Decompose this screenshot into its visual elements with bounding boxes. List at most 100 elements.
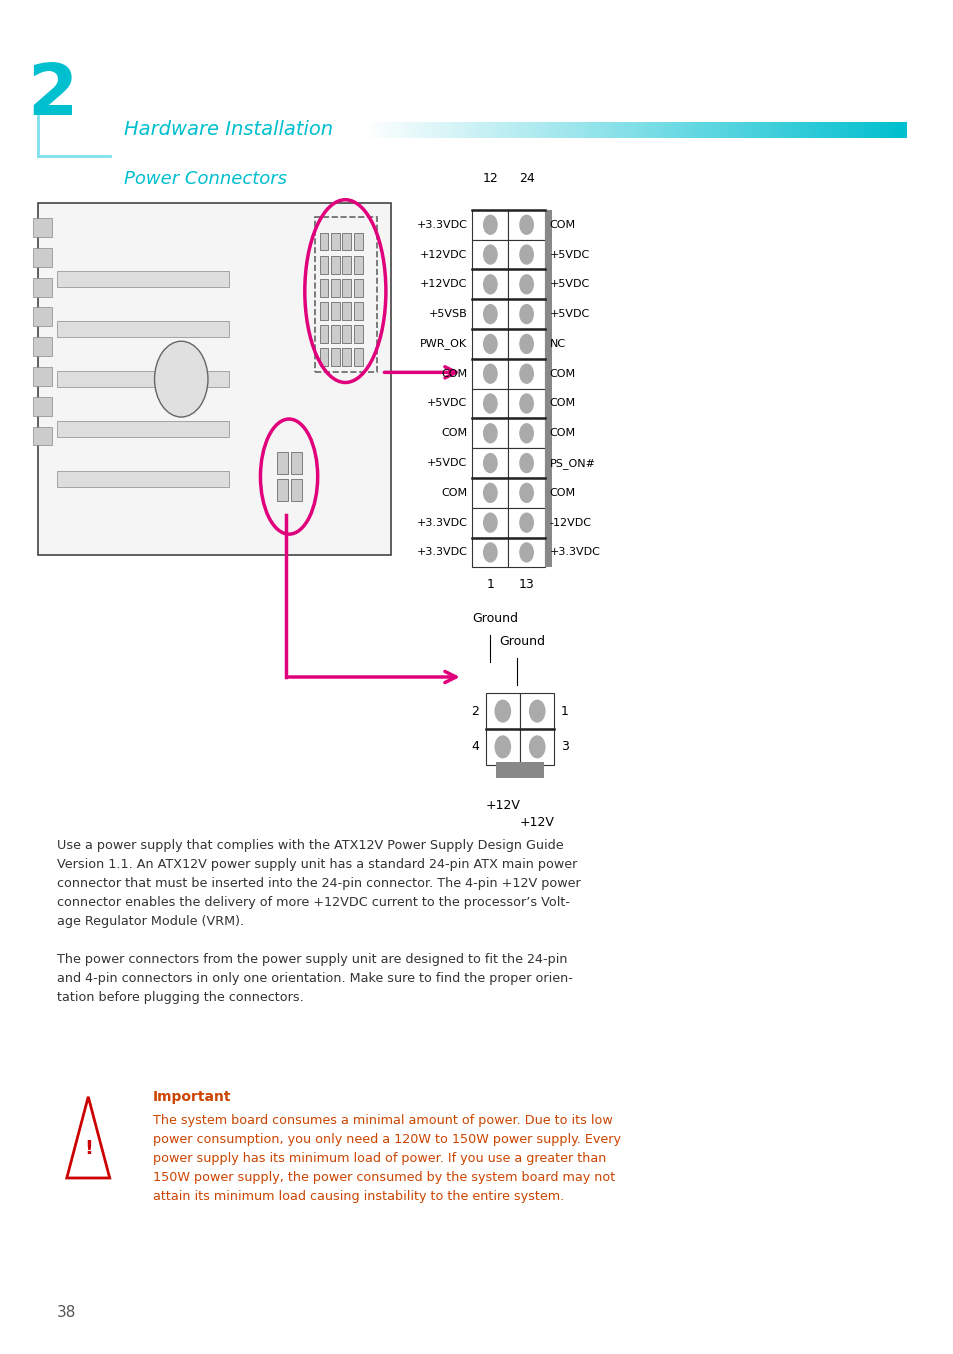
Bar [342,279,351,297]
Bar [485,728,519,765]
Text: +5VDC: +5VDC [427,458,467,468]
Bar [485,693,519,728]
Bar [544,210,552,567]
Bar [319,348,328,366]
Circle shape [483,245,497,264]
Circle shape [483,364,497,383]
Text: COM: COM [549,398,575,409]
Polygon shape [67,1097,110,1178]
Bar [319,325,328,343]
Text: 13: 13 [518,578,534,592]
Text: 38: 38 [57,1305,76,1320]
Bar [319,302,328,320]
Bar [354,348,362,366]
Bar [354,279,362,297]
Text: Important: Important [152,1090,231,1104]
Circle shape [519,245,533,264]
Bar [472,538,508,567]
Bar [33,427,52,445]
Bar [331,325,339,343]
Text: NC: NC [549,338,565,349]
Text: Ground: Ground [472,612,517,626]
Bar [472,299,508,329]
Text: 1: 1 [560,704,568,718]
Bar [472,329,508,359]
Bar [57,421,229,437]
Bar [472,389,508,418]
Text: 12: 12 [482,172,497,185]
Text: 1: 1 [486,578,494,592]
Bar [354,233,362,250]
Bar [57,271,229,287]
Circle shape [483,483,497,502]
Bar [291,452,302,474]
Text: COM: COM [549,219,575,230]
Text: +5VDC: +5VDC [549,249,589,260]
Text: PWR_OK: PWR_OK [420,338,467,349]
Circle shape [529,700,544,722]
Text: Hardware Installation: Hardware Installation [124,121,333,139]
Text: Ground: Ground [498,635,544,649]
Circle shape [519,275,533,294]
Bar [508,299,544,329]
Bar [319,279,328,297]
Bar [496,762,543,779]
Text: +12VDC: +12VDC [419,249,467,260]
Circle shape [495,700,510,722]
Circle shape [519,424,533,443]
Circle shape [483,334,497,353]
Bar [33,218,52,237]
Text: +5VDC: +5VDC [549,279,589,290]
Text: -12VDC: -12VDC [549,517,591,528]
Text: COM: COM [441,368,467,379]
Text: 4: 4 [471,741,478,753]
Circle shape [483,275,497,294]
Bar [276,479,288,501]
Bar [57,471,229,487]
Text: !: ! [84,1139,92,1158]
Circle shape [483,513,497,532]
Circle shape [495,737,510,758]
Text: +12VDC: +12VDC [419,279,467,290]
Bar [508,389,544,418]
Bar [291,479,302,501]
Bar [331,302,339,320]
Circle shape [519,483,533,502]
Text: Power Connectors: Power Connectors [124,169,287,188]
Bar [472,448,508,478]
Bar [472,418,508,448]
Circle shape [483,424,497,443]
Text: 2: 2 [28,61,77,130]
Bar [33,307,52,326]
Bar [276,452,288,474]
Circle shape [483,305,497,324]
Bar [342,302,351,320]
Bar [508,240,544,269]
Text: +3.3VDC: +3.3VDC [549,547,599,558]
Bar [508,329,544,359]
Text: +5VDC: +5VDC [427,398,467,409]
Bar [38,203,391,555]
Bar [342,325,351,343]
Bar [354,302,362,320]
Bar [331,233,339,250]
Bar [472,240,508,269]
Bar [472,210,508,240]
Text: The system board consumes a minimal amount of power. Due to its low
power consum: The system board consumes a minimal amou… [152,1114,620,1204]
Text: +3.3VDC: +3.3VDC [416,517,467,528]
Circle shape [483,394,497,413]
Bar [508,210,544,240]
Circle shape [519,543,533,562]
Bar [354,256,362,274]
Bar [319,256,328,274]
Circle shape [154,341,208,417]
Circle shape [519,394,533,413]
Text: +12V: +12V [485,799,519,811]
Bar [57,371,229,387]
Text: COM: COM [441,487,467,498]
Text: PS_ON#: PS_ON# [549,458,595,468]
Text: +5VDC: +5VDC [549,309,589,320]
Bar [519,728,554,765]
Text: +3.3VDC: +3.3VDC [416,219,467,230]
Bar [331,348,339,366]
